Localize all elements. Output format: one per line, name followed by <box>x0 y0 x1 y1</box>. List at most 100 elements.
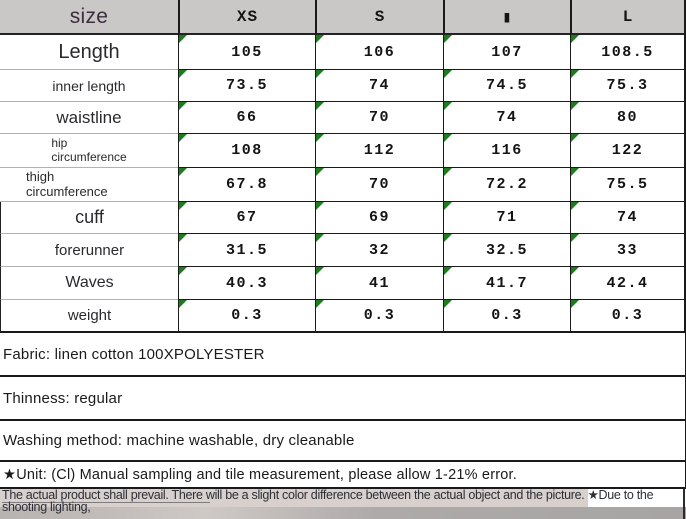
comment-marker-icon <box>179 267 187 275</box>
table-header-row: size XS S ▮ L <box>0 0 686 35</box>
table-cell: 40.3 <box>178 267 315 300</box>
table-cell: 0.3 <box>315 300 443 333</box>
translation-overlay-box <box>0 489 588 511</box>
comment-marker-icon <box>444 70 452 78</box>
table-cell: 31.5 <box>178 234 315 267</box>
comment-marker-icon <box>316 70 324 78</box>
size-table: size XS S ▮ L Length 105 106 107 108.5 i… <box>0 0 686 333</box>
comment-marker-icon <box>179 70 187 78</box>
table-cell: 73.5 <box>178 70 315 102</box>
comment-marker-icon <box>444 300 452 308</box>
table-cell: 71 <box>443 202 570 234</box>
table-cell: 70 <box>315 168 443 202</box>
table-row: hip circumference 108 112 116 122 <box>0 134 686 168</box>
underline-artifact <box>2 502 210 503</box>
table-cell: 0.3 <box>570 300 686 333</box>
table-cell: 70 <box>315 102 443 134</box>
fabric-note: Fabric: linen cotton 100XPOLYESTER <box>0 333 686 377</box>
table-cell: 74 <box>443 102 570 134</box>
comment-marker-icon <box>444 35 452 43</box>
disclaimer-footer: The actual product shall prevail. There … <box>0 489 686 519</box>
table-row: Length 105 106 107 108.5 <box>0 35 686 70</box>
row-label: inner length <box>0 70 178 102</box>
table-row: cuff 67 69 71 74 <box>0 202 686 234</box>
comment-marker-icon <box>179 202 187 210</box>
row-label: waistline <box>0 102 178 134</box>
comment-marker-icon <box>571 134 579 142</box>
table-cell: 41 <box>315 267 443 300</box>
table-cell: 66 <box>178 102 315 134</box>
col-header-xs: XS <box>178 0 315 35</box>
table-cell: 32 <box>315 234 443 267</box>
comment-marker-icon <box>179 35 187 43</box>
table-cell: 32.5 <box>443 234 570 267</box>
table-cell: 69 <box>315 202 443 234</box>
comment-marker-icon <box>179 300 187 308</box>
table-cell: 80 <box>570 102 686 134</box>
table-cell: 74 <box>570 202 686 234</box>
right-border-line <box>683 489 685 519</box>
table-cell: 122 <box>570 134 686 168</box>
table-cell: 105 <box>178 35 315 70</box>
col-header-m: ▮ <box>443 0 570 35</box>
table-cell: 106 <box>315 35 443 70</box>
table-cell: 107 <box>443 35 570 70</box>
comment-marker-icon <box>444 234 452 242</box>
table-cell: 42.4 <box>570 267 686 300</box>
disclaimer-text: The actual product shall prevail. There … <box>2 489 654 514</box>
comment-marker-icon <box>571 168 579 176</box>
row-label: weight <box>0 300 178 333</box>
thinness-note: Thinness: regular <box>0 377 686 421</box>
row-label: forerunner <box>0 234 178 267</box>
row-label: Length <box>0 35 178 70</box>
comment-marker-icon <box>179 168 187 176</box>
comment-marker-icon <box>179 234 187 242</box>
comment-marker-icon <box>316 202 324 210</box>
table-cell: 75.5 <box>570 168 686 202</box>
table-cell: 116 <box>443 134 570 168</box>
comment-marker-icon <box>571 234 579 242</box>
comment-marker-icon <box>444 134 452 142</box>
col-header-s: S <box>315 0 443 35</box>
row-label: cuff <box>0 202 178 234</box>
washing-note: Washing method: machine washable, dry cl… <box>0 421 686 462</box>
table-row: weight 0.3 0.3 0.3 0.3 <box>0 300 686 333</box>
comment-marker-icon <box>571 300 579 308</box>
row-label: Waves <box>0 267 178 300</box>
size-column-header: size <box>0 0 178 35</box>
row-label: thigh circumference <box>0 168 178 202</box>
table-row: forerunner 31.5 32 32.5 33 <box>0 234 686 267</box>
comment-marker-icon <box>316 300 324 308</box>
comment-marker-icon <box>316 234 324 242</box>
comment-marker-icon <box>316 102 324 110</box>
table-cell: 0.3 <box>178 300 315 333</box>
unit-note: ★Unit: (Cl) Manual sampling and tile mea… <box>0 462 686 489</box>
table-cell: 74.5 <box>443 70 570 102</box>
comment-marker-icon <box>571 102 579 110</box>
col-header-l: L <box>570 0 686 35</box>
row-label: hip circumference <box>0 134 178 168</box>
comment-marker-icon <box>316 134 324 142</box>
table-cell: 74 <box>315 70 443 102</box>
comment-marker-icon <box>316 35 324 43</box>
comment-marker-icon <box>444 202 452 210</box>
comment-marker-icon <box>571 35 579 43</box>
table-row: inner length 73.5 74 74.5 75.3 <box>0 70 686 102</box>
photo-edge-strip <box>0 507 686 519</box>
comment-marker-icon <box>444 267 452 275</box>
table-row: thigh circumference 67.8 70 72.2 75.5 <box>0 168 686 202</box>
table-cell: 67.8 <box>178 168 315 202</box>
table-cell: 67 <box>178 202 315 234</box>
table-cell: 108 <box>178 134 315 168</box>
comment-marker-icon <box>179 102 187 110</box>
comment-marker-icon <box>316 168 324 176</box>
table-row: waistline 66 70 74 80 <box>0 102 686 134</box>
table-cell: 108.5 <box>570 35 686 70</box>
comment-marker-icon <box>316 267 324 275</box>
table-cell: 0.3 <box>443 300 570 333</box>
table-cell: 112 <box>315 134 443 168</box>
comment-marker-icon <box>179 134 187 142</box>
comment-marker-icon <box>571 202 579 210</box>
comment-marker-icon <box>444 102 452 110</box>
